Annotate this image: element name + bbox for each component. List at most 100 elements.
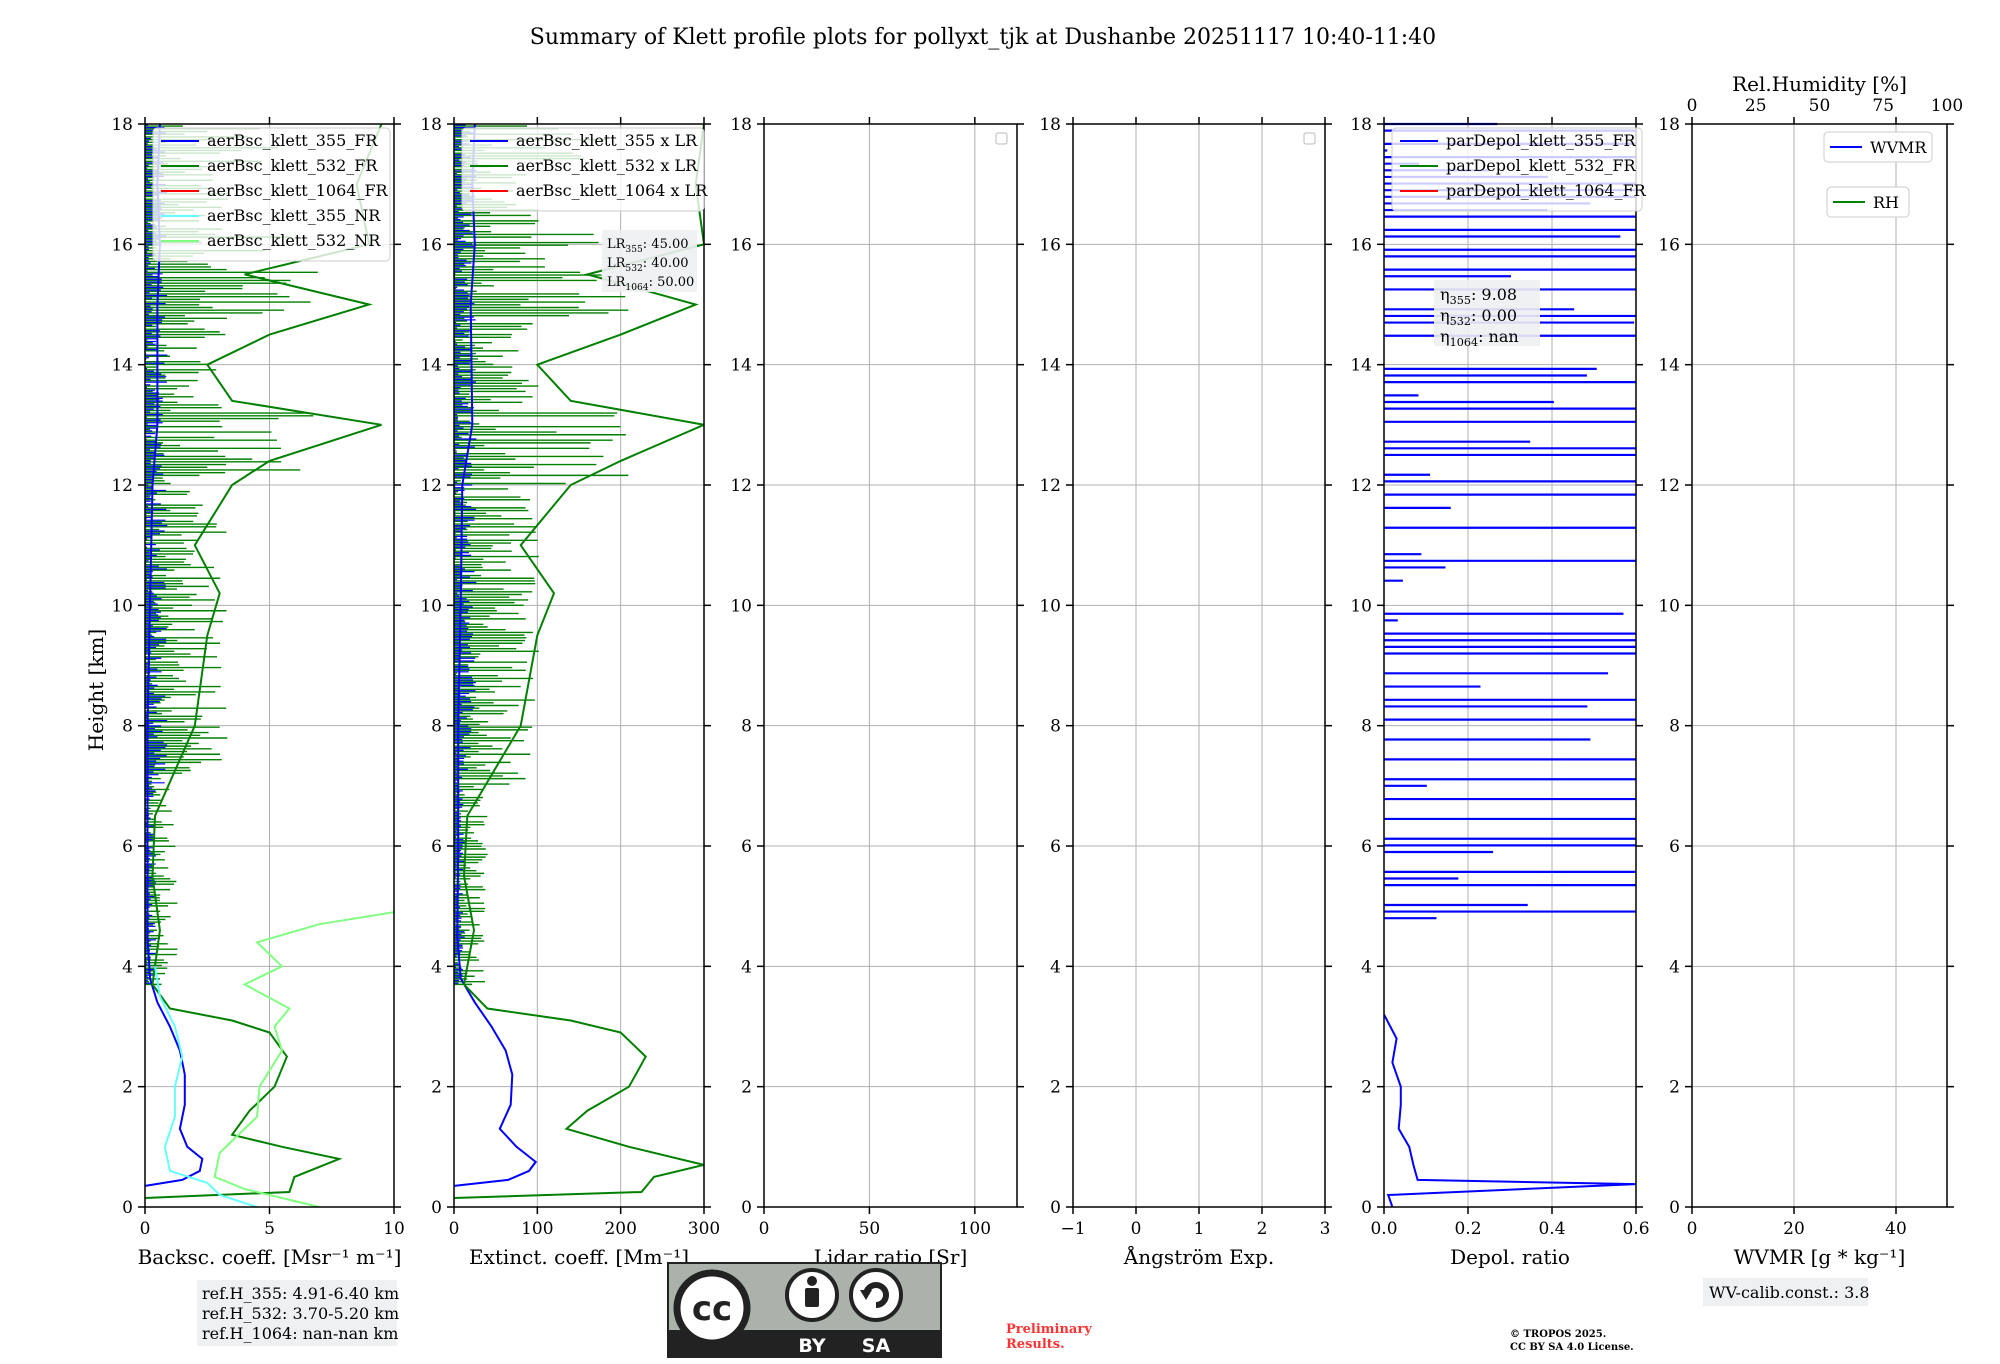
legend-entry-aerBsc_klett_355 x LR: aerBsc_klett_355 x LR — [516, 131, 698, 150]
y-tick-label: 10 — [111, 596, 133, 616]
series-line-parDepol_klett_355_FR — [1384, 1014, 1636, 1207]
axes-frame — [1691, 123, 1948, 1208]
y-tick-label: 18 — [111, 115, 133, 135]
cc-icon-label: cc — [692, 1289, 732, 1329]
reference-height-1: ref.H_532: 3.70-5.20 km — [202, 1304, 399, 1323]
x-tick-label: 0 — [1687, 1219, 1698, 1239]
wv-calib-box — [1703, 1278, 1868, 1306]
sa-label: SA — [862, 1335, 891, 1357]
x-tick-label: 0 — [140, 1219, 151, 1239]
x-axis-label-bsc: Backsc. coeff. [Msr⁻¹ m⁻¹] — [138, 1245, 402, 1269]
y-tick-label: 6 — [122, 837, 133, 857]
panel-wv: 0 2 4 6 8 10 12 14 16 18 0 20 40 WVMR [g * kg⁻¹] 0 25 50… — [1658, 72, 1963, 1306]
reference-height-2: ref.H_1064: nan-nan km — [202, 1324, 398, 1343]
y-tick-label: 18 — [420, 115, 442, 135]
x-tick-label: 2 — [1257, 1219, 1268, 1239]
x-axis-label-ext: Extinct. coeff. [Mm⁻¹] — [469, 1245, 689, 1269]
top-x-tick-label: 25 — [1745, 96, 1767, 116]
top-x-tick-label: 100 — [1931, 96, 1963, 116]
top-x-axis-label: Rel.Humidity [%] — [1732, 72, 1907, 96]
y-tick-label: 12 — [1658, 476, 1680, 496]
y-tick-label: 12 — [1039, 476, 1061, 496]
series-line-aerBsc_klett_355_NR — [154, 966, 258, 1207]
x-tick-label: 20 — [1783, 1219, 1805, 1239]
series-line-aerBsc_klett_355_FR — [145, 124, 204, 1187]
x-tick-label: 5 — [264, 1219, 275, 1239]
x-axis-label-depol: Depol. ratio — [1450, 1245, 1570, 1269]
y-tick-label: 18 — [1350, 115, 1372, 135]
y-axis-label: Height [km] — [84, 629, 108, 751]
y-tick-label: 10 — [1039, 596, 1061, 616]
y-tick-label: 0 — [1050, 1198, 1061, 1218]
y-tick-label: 2 — [741, 1078, 752, 1098]
copyright-line1: © TROPOS 2025. — [1510, 1329, 1606, 1340]
y-tick-label: 0 — [1361, 1198, 1372, 1218]
x-tick-label: 100 — [959, 1219, 991, 1239]
y-tick-label: 0 — [431, 1198, 442, 1218]
legend-entry-aerBsc_klett_1064 x LR: aerBsc_klett_1064 x LR — [516, 181, 708, 200]
x-tick-label: 50 — [859, 1219, 881, 1239]
x-tick-label: 100 — [521, 1219, 553, 1239]
empty-legend-box — [1303, 132, 1316, 145]
y-tick-label: 10 — [730, 596, 752, 616]
sa-sharealike-icon — [849, 1268, 903, 1322]
y-tick-label: 4 — [1361, 957, 1372, 977]
y-tick-label: 8 — [741, 717, 752, 737]
y-tick-label: 10 — [1658, 596, 1680, 616]
y-tick-label: 2 — [431, 1078, 442, 1098]
y-tick-label: 4 — [122, 957, 133, 977]
eta-355: η355: 9.08 — [1440, 285, 1517, 307]
y-tick-label: 16 — [420, 235, 442, 255]
x-tick-label: 1 — [1194, 1219, 1205, 1239]
legend-entry-aerBsc_klett_532_NR: aerBsc_klett_532_NR — [207, 231, 381, 250]
y-tick-label: 12 — [730, 476, 752, 496]
y-tick-label: 8 — [122, 717, 133, 737]
copyright-line2: CC BY SA 4.0 License. — [1510, 1342, 1634, 1353]
series-line-aerBsc_klett_355 x LR — [454, 124, 538, 1187]
series-line-aerBsc_klett_532 x LR — [454, 124, 704, 1199]
empty-legend-box — [995, 132, 1008, 145]
legend-entry-aerBsc_klett_355_FR: aerBsc_klett_355_FR — [207, 131, 378, 150]
preliminary-note-line2: Results. — [1006, 1337, 1065, 1352]
legend-box — [152, 127, 391, 262]
legend-box — [1391, 127, 1643, 212]
legend-entry-aerBsc_klett_355_NR: aerBsc_klett_355_NR — [207, 206, 381, 225]
top-x-tick-label: 75 — [1872, 96, 1894, 116]
x-tick-label: 0.6 — [1622, 1219, 1649, 1239]
legend-entry-aerBsc_klett_532 x LR: aerBsc_klett_532 x LR — [516, 156, 698, 175]
axes-frame — [1383, 123, 1637, 1208]
legend-entry-RH: RH — [1873, 193, 1899, 212]
figure-title: Summary of Klett profile plots for polly… — [530, 25, 1436, 50]
y-tick-label: 6 — [741, 837, 752, 857]
lidar-ratio-532: LR532: 40.00 — [607, 256, 689, 274]
y-tick-label: 8 — [1361, 717, 1372, 737]
y-tick-label: 4 — [741, 957, 752, 977]
eta-532: η532: 0.00 — [1440, 306, 1517, 328]
y-tick-label: 8 — [1669, 717, 1680, 737]
panel-ext: 0 2 4 6 8 10 12 14 16 18 0 100 200 300 Extinct. coeff.… — [420, 115, 720, 1269]
top-x-tick-label: 0 — [1687, 96, 1698, 116]
y-tick-label: 14 — [1039, 356, 1061, 376]
y-tick-label: 10 — [1350, 596, 1372, 616]
series-line-aerBsc_klett_532_NR — [213, 911, 394, 1207]
y-tick-label: 14 — [1350, 356, 1372, 376]
legend-entry-parDepol_klett_355_FR: parDepol_klett_355_FR — [1446, 131, 1637, 150]
lidar-ratio-box — [602, 230, 697, 292]
reference-height-0: ref.H_355: 4.91-6.40 km — [202, 1284, 399, 1303]
reference-height-box — [197, 1280, 397, 1346]
y-tick-label: 18 — [1658, 115, 1680, 135]
y-tick-label: 8 — [1050, 717, 1061, 737]
y-tick-label: 18 — [1039, 115, 1061, 135]
y-tick-label: 8 — [431, 717, 442, 737]
lidar-ratio-1064: LR1064: 50.00 — [607, 275, 694, 293]
y-tick-label: 4 — [1669, 957, 1680, 977]
y-tick-label: 4 — [431, 957, 442, 977]
y-tick-label: 2 — [1669, 1078, 1680, 1098]
y-tick-label: 12 — [1350, 476, 1372, 496]
x-tick-label: 3 — [1320, 1219, 1331, 1239]
top-x-tick-label: 50 — [1809, 96, 1831, 116]
